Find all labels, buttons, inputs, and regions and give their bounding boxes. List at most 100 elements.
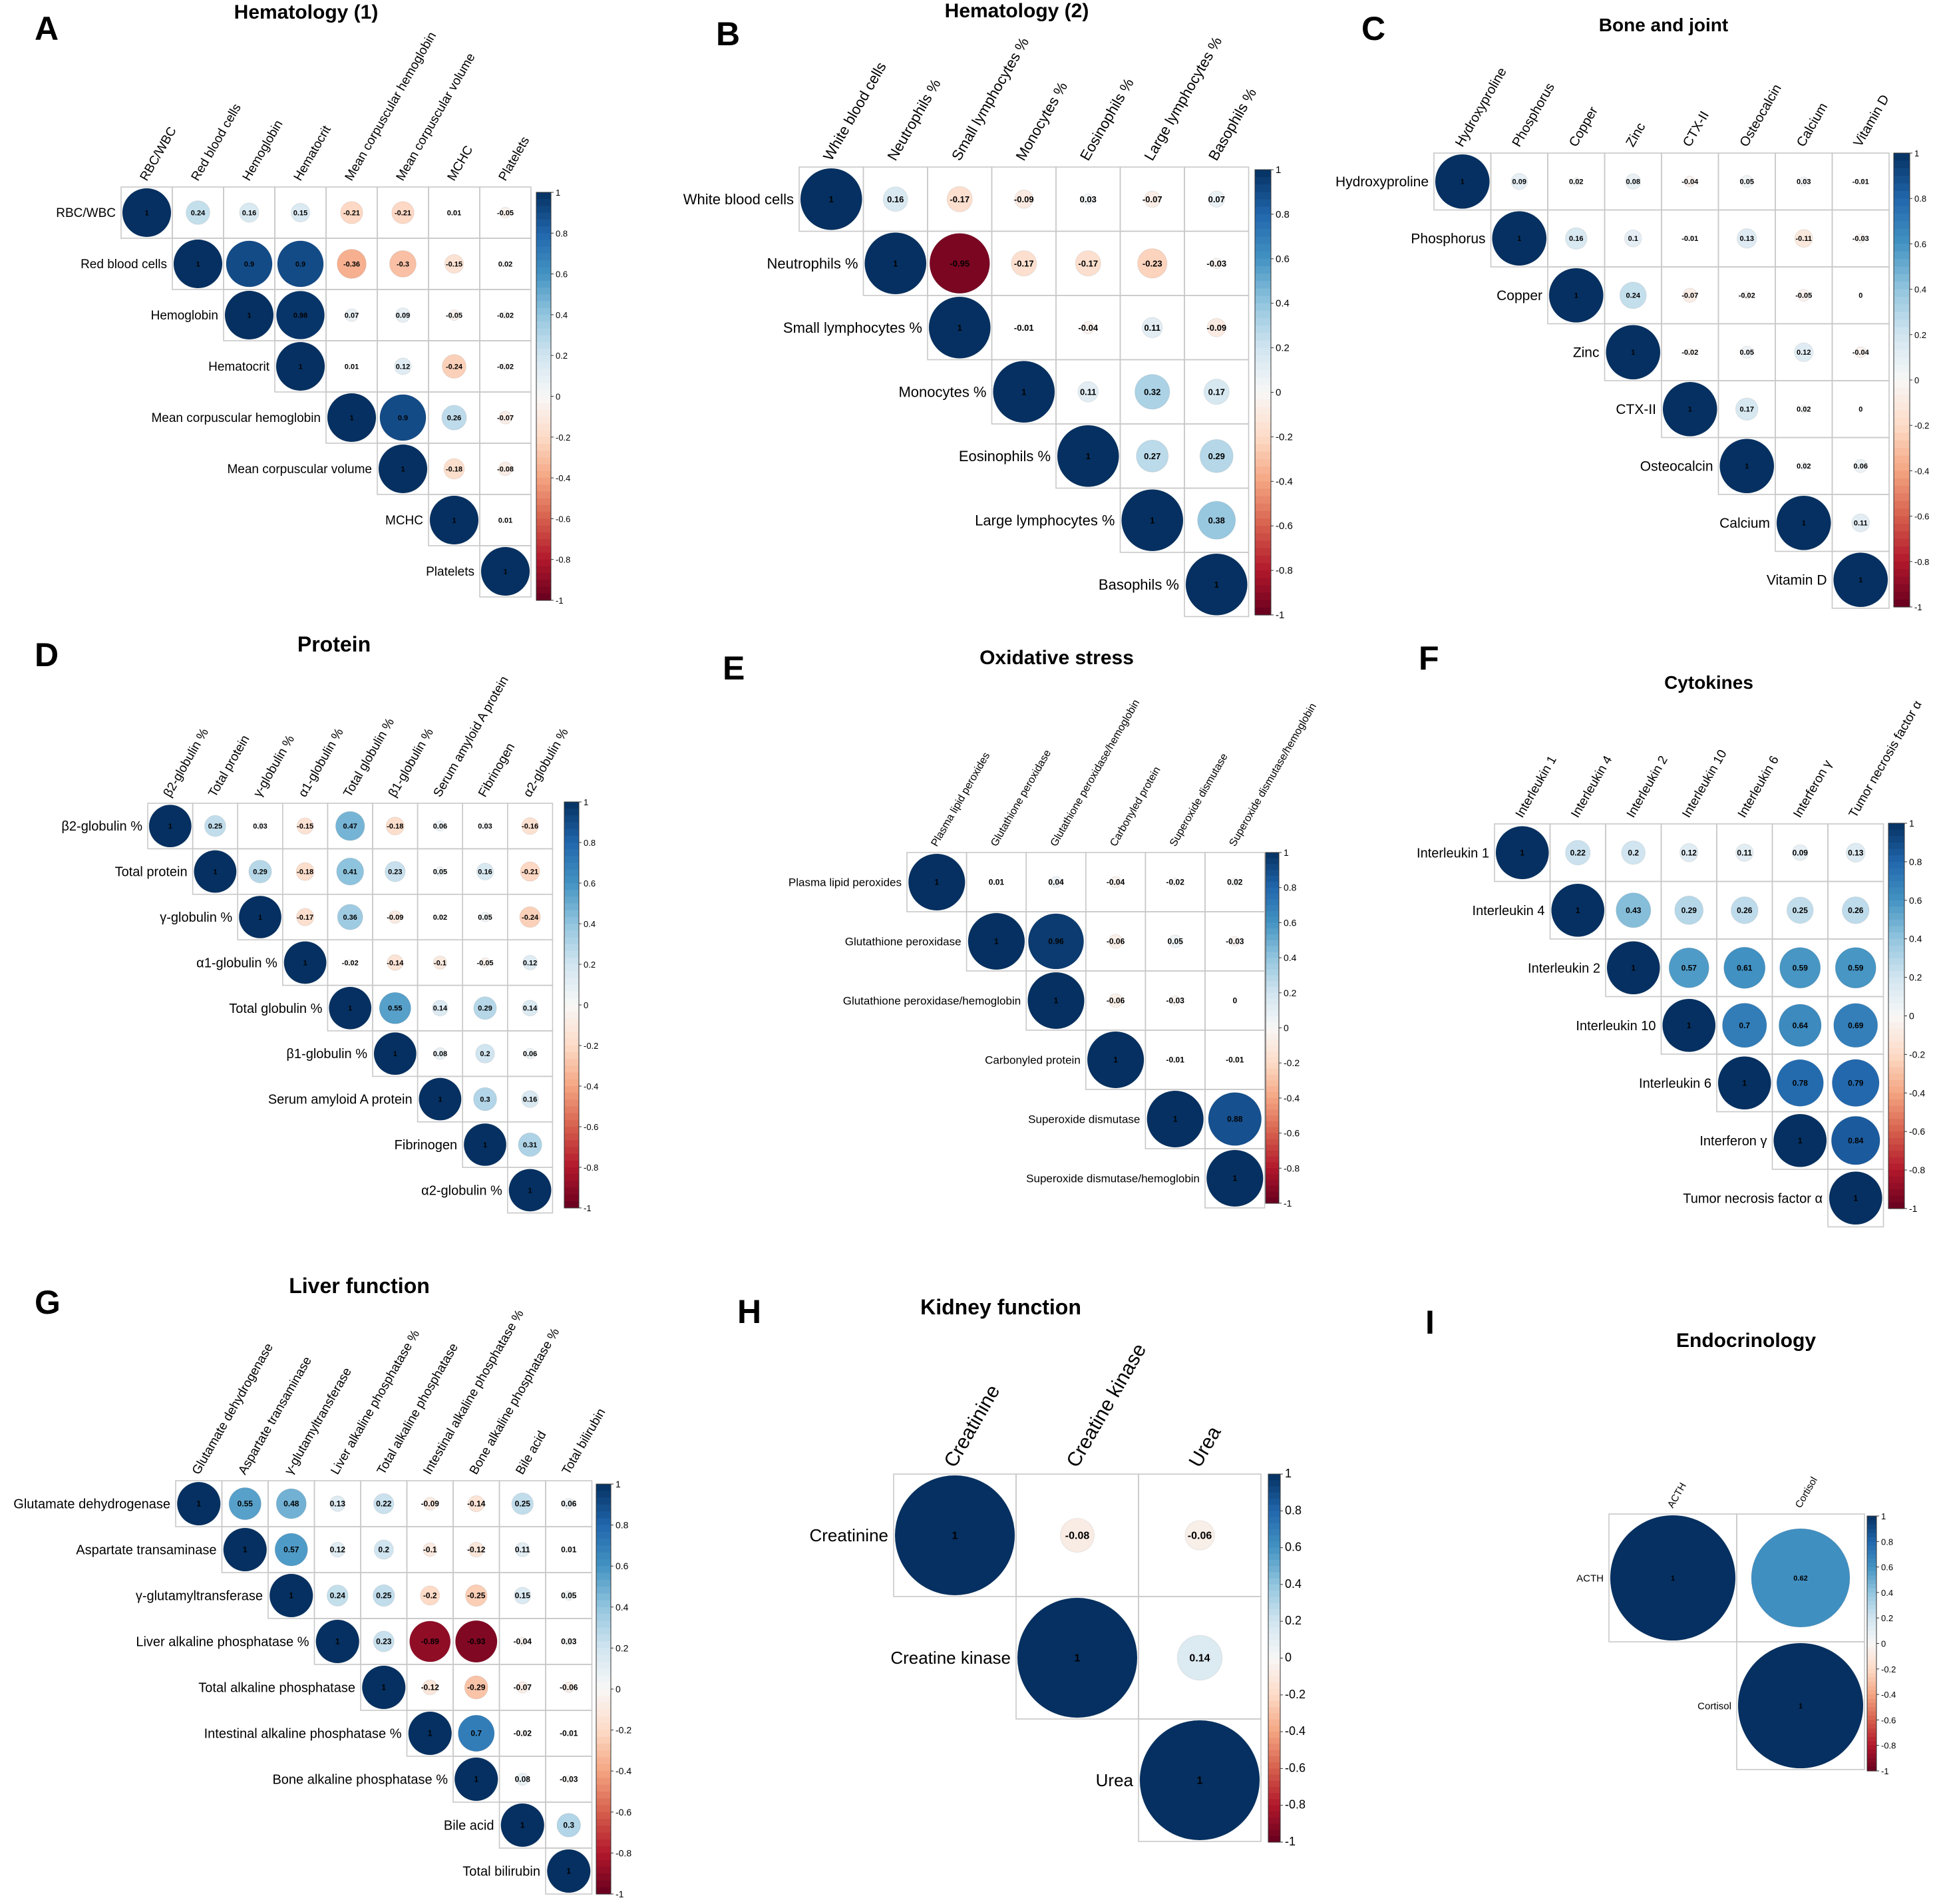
colorbar-segment (536, 314, 551, 322)
colorbar-segment (564, 1093, 579, 1100)
colorbar-segment (1867, 1592, 1876, 1597)
colorbar-segment (1888, 874, 1904, 882)
grid-f (1494, 823, 1884, 1228)
corr-value-label: -0.01 (1681, 235, 1698, 243)
corr-circle (1146, 1090, 1204, 1148)
corr-circle (1833, 552, 1888, 608)
corr-circle (420, 1585, 441, 1606)
corr-circle (1776, 495, 1831, 550)
corr-circle (1551, 883, 1605, 937)
colorbar-segment (564, 809, 579, 816)
colorbar-segment (1894, 455, 1910, 464)
corr-value-label: 1 (1173, 1115, 1178, 1124)
corr-circle (521, 817, 539, 835)
colorbar-segment (1894, 176, 1910, 184)
colorbar-segment (1894, 546, 1910, 555)
corr-circle (408, 1711, 452, 1756)
corr-circle (432, 1000, 448, 1017)
corr-value-label: 0.03 (478, 823, 492, 831)
colorbar-segment (1867, 1652, 1876, 1657)
colorbar-segment (536, 219, 551, 227)
panel-letter-f: F (1419, 640, 1439, 677)
corr-value-label: -0.29 (467, 1683, 486, 1692)
corr-circle (864, 232, 927, 295)
corr-value-label: 0.59 (1793, 963, 1809, 972)
colorbar-tick-label: 0 (1914, 375, 1919, 385)
colorbar-segment (1266, 893, 1279, 900)
colorbar-segment (1867, 1575, 1876, 1581)
panel-letter-e: E (723, 650, 745, 687)
colorbar-tick-label: -0.8 (1276, 565, 1293, 576)
colorbar-segment (1867, 1584, 1876, 1589)
corr-circle (373, 1630, 395, 1652)
corr-circle (275, 290, 325, 340)
colorbar-segment (1266, 1115, 1279, 1122)
corr-value-label: 0.02 (1227, 878, 1243, 887)
corr-value-label: 1 (503, 568, 507, 576)
corr-value-label: 0.08 (515, 1775, 531, 1784)
corr-value-label: 1 (1517, 235, 1521, 243)
corr-circle (502, 517, 508, 523)
corr-circle (1206, 1149, 1264, 1207)
corr-value-label: 0.06 (1854, 463, 1868, 471)
colorbar-tick-label: -0.6 (1881, 1715, 1896, 1725)
colorbar-segment (536, 260, 551, 268)
corr-circle (1799, 461, 1809, 471)
colorbar-tick-label: -0.6 (1914, 512, 1929, 522)
colorbar-segment (1894, 183, 1910, 192)
colorbar-segment (1888, 1183, 1904, 1190)
corr-circle (480, 912, 490, 922)
corr-circle (473, 1087, 497, 1111)
colorbar-segment (536, 226, 551, 234)
row-label: Basophils % (1099, 576, 1179, 593)
colorbar-segment (536, 504, 551, 512)
corr-value-label: 1 (1853, 1193, 1858, 1203)
colorbar-tick-label: 0.6 (1914, 239, 1926, 249)
colorbar-segment (1266, 1010, 1279, 1017)
colorbar-segment (564, 1072, 579, 1080)
colorbar-segment (1888, 855, 1904, 862)
colorbar-segment (536, 233, 551, 241)
corr-value-label: 0.12 (1797, 349, 1811, 357)
colorbar-segment (1255, 570, 1271, 578)
corr-circle (1011, 250, 1037, 277)
column-label: ACTH (1666, 1481, 1689, 1510)
corr-circle (345, 308, 359, 322)
colorbar-segment (536, 464, 551, 472)
colorbar-segment (1867, 1711, 1876, 1716)
colorbar-segment (1888, 977, 1904, 984)
panel-letter-d: D (35, 636, 59, 673)
corr-circle (464, 1675, 488, 1700)
colorbar-segment (536, 389, 551, 397)
corr-value-label: 0.23 (388, 868, 402, 876)
corr-circle (566, 1547, 572, 1553)
colorbar-segment (536, 593, 551, 601)
colorbar-segment (536, 246, 551, 254)
colorbar-segment (1266, 1145, 1279, 1151)
colorbar-segment (1867, 1533, 1876, 1538)
corr-circle (328, 986, 372, 1030)
corr-value-label: -0.07 (497, 414, 514, 422)
colorbar-segment (564, 910, 579, 918)
colorbar-segment (1255, 325, 1271, 333)
corr-circle (444, 254, 464, 274)
colorbar-segment (1888, 887, 1904, 894)
corr-value-label: -0.15 (297, 823, 313, 831)
corr-circle (566, 1730, 572, 1736)
colorbar-segment (1888, 1151, 1904, 1158)
corr-value-label: 1 (958, 323, 962, 333)
colorbar-segment (564, 815, 579, 823)
colorbar-segment (564, 896, 579, 904)
corr-circle (1616, 892, 1652, 928)
corr-circle (326, 1585, 349, 1607)
colorbar-segment (1894, 531, 1910, 540)
colorbar-segment (1894, 221, 1910, 230)
corr-circle (454, 1757, 498, 1802)
colorbar-tick-label: 0.4 (1284, 952, 1297, 963)
corr-circle (448, 309, 460, 321)
colorbar-segment (1867, 1673, 1876, 1678)
corr-value-label: 0.13 (1848, 848, 1864, 857)
corr-value-label: 1 (428, 1729, 433, 1738)
corr-value-label: 1 (1858, 576, 1862, 584)
